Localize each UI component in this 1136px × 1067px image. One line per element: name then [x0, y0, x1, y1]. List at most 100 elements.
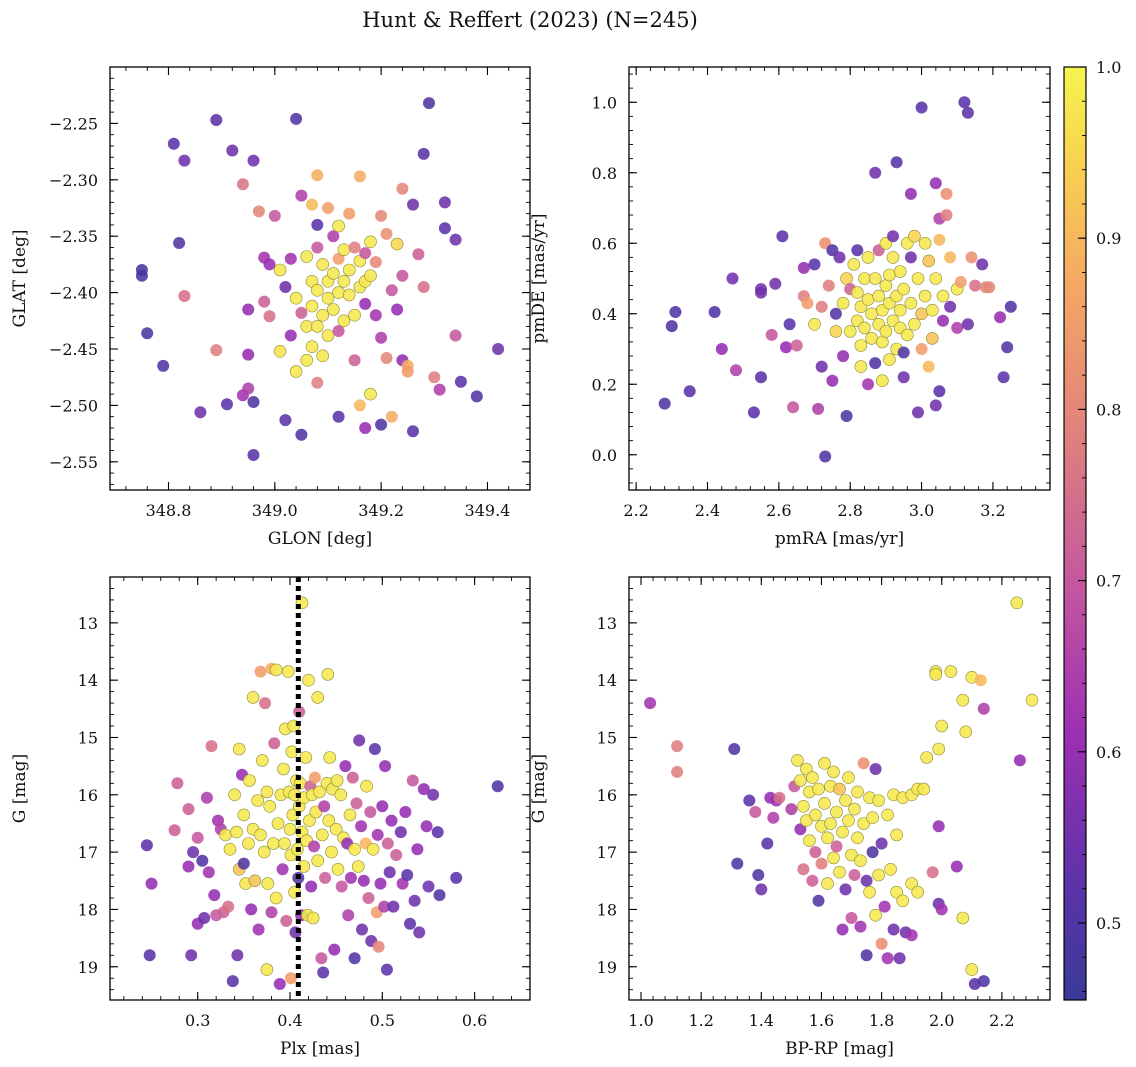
colorbar-tick-label: 0.6 — [1096, 743, 1121, 762]
data-point — [428, 371, 441, 384]
data-point — [929, 177, 942, 190]
data-point — [1013, 754, 1026, 767]
data-point — [379, 760, 392, 773]
y-tick-label: 16 — [78, 786, 98, 805]
data-point — [836, 825, 849, 839]
data-point — [940, 187, 953, 200]
data-point — [848, 869, 861, 881]
data-point — [335, 880, 348, 893]
y-tick-label: 0.4 — [592, 305, 617, 324]
data-point — [273, 344, 287, 358]
data-point — [904, 187, 917, 200]
data-point — [359, 422, 372, 434]
data-point — [840, 410, 853, 422]
data-point — [332, 325, 345, 337]
data-point — [433, 889, 446, 902]
data-point — [912, 406, 924, 419]
data-point — [977, 975, 990, 988]
data-point — [311, 691, 325, 704]
data-point — [881, 808, 894, 822]
data-point — [787, 401, 800, 414]
data-point — [310, 320, 324, 333]
data-point — [851, 785, 864, 799]
data-point — [364, 806, 377, 818]
data-point — [375, 331, 388, 344]
data-point — [309, 805, 323, 819]
data-point — [833, 865, 846, 879]
data-point — [325, 845, 338, 859]
data-point — [278, 837, 291, 850]
data-point — [842, 814, 855, 827]
data-point — [168, 824, 181, 837]
data-point — [959, 725, 973, 739]
data-point — [261, 877, 275, 890]
y-tick-label: 16 — [597, 786, 617, 805]
data-point — [237, 808, 251, 822]
data-point — [247, 396, 260, 408]
data-point — [433, 383, 446, 396]
data-point — [385, 814, 398, 827]
data-point — [230, 825, 243, 839]
data-point — [251, 794, 265, 807]
data-point — [839, 794, 852, 807]
x-tick-label: 1.6 — [809, 1011, 834, 1030]
data-point — [263, 258, 276, 271]
data-point — [255, 754, 269, 767]
data-point — [968, 978, 981, 990]
data-point — [330, 774, 344, 787]
data-point — [257, 845, 271, 859]
data-point — [308, 840, 320, 853]
data-point — [847, 258, 861, 271]
data-point — [342, 288, 356, 302]
data-point — [260, 785, 274, 799]
y-tick-label: −2.40 — [49, 284, 98, 303]
data-point — [364, 235, 377, 249]
data-point — [977, 702, 990, 715]
x-tick-label: 2.8 — [837, 501, 862, 520]
data-point — [869, 357, 882, 370]
data-point — [408, 894, 421, 907]
data-point — [875, 374, 889, 388]
data-point — [893, 303, 907, 317]
data-point — [965, 251, 978, 264]
data-point — [974, 674, 987, 687]
data-point — [303, 814, 316, 827]
data-point — [809, 846, 822, 859]
y-axis-label: GLAT [deg] — [10, 229, 30, 327]
data-point — [470, 390, 483, 403]
data-point — [252, 923, 265, 936]
data-point — [263, 799, 277, 813]
data-point — [450, 871, 463, 884]
data-point — [368, 743, 381, 755]
y-tick-label: 14 — [78, 671, 98, 690]
data-point — [929, 668, 943, 681]
figure-title: Hunt & Reffert (2023) (N=245) — [362, 8, 698, 32]
data-point — [334, 788, 348, 802]
data-point — [830, 840, 843, 853]
data-point — [896, 894, 910, 908]
data-point — [900, 328, 914, 342]
data-point — [305, 880, 318, 893]
data-point — [353, 399, 366, 412]
data-point — [391, 303, 404, 316]
data-point — [237, 857, 250, 870]
data-point — [396, 269, 409, 282]
data-point — [417, 783, 430, 796]
data-point — [731, 857, 744, 870]
data-point — [313, 785, 326, 799]
data-point — [404, 917, 416, 930]
data-point — [728, 743, 741, 755]
data-point — [295, 306, 308, 319]
data-point — [332, 219, 345, 233]
panel-plx-g: 0.3 0.4 0.5 0.6 13 14 15 16 17 18 19 Plx [mas] G [ma… — [10, 576, 531, 1059]
data-point — [279, 414, 292, 427]
data-point — [961, 318, 974, 331]
data-point — [378, 900, 391, 913]
data-point — [348, 354, 361, 367]
data-point — [935, 719, 949, 733]
data-point — [438, 222, 451, 235]
data-point — [865, 332, 878, 345]
data-point — [369, 309, 382, 322]
data-point — [905, 877, 919, 890]
data-point — [258, 295, 271, 308]
